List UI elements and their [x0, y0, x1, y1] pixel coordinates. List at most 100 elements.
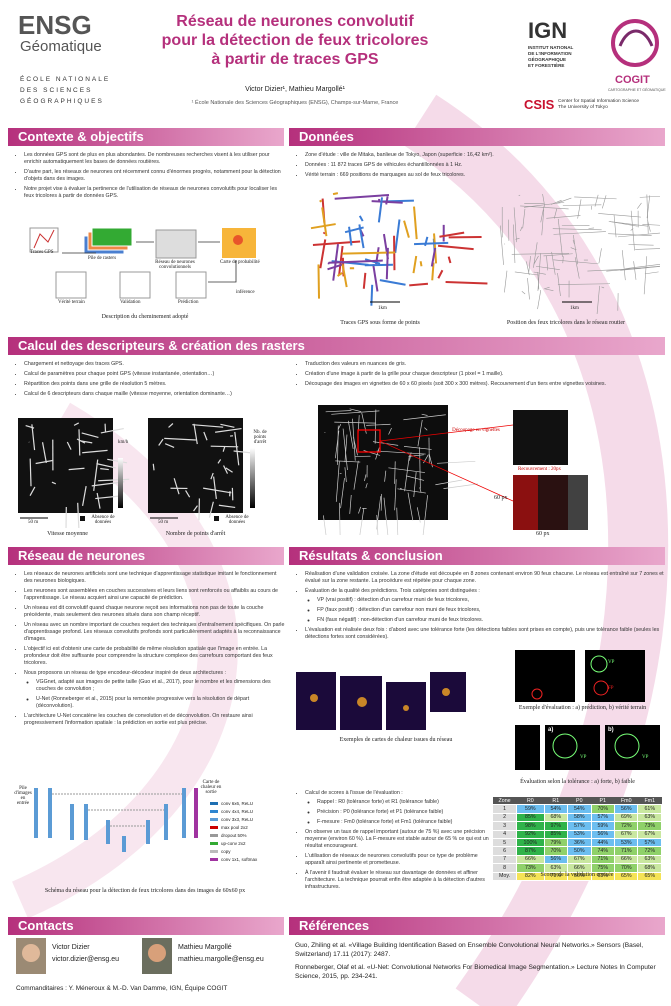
table-cell: 73%: [637, 821, 662, 831]
decor-line: [397, 488, 426, 494]
decor-line: [375, 447, 380, 460]
decor-line: [358, 506, 361, 514]
decor-line: [384, 470, 387, 482]
decor-line: [383, 497, 389, 535]
decor-line: [222, 446, 226, 452]
decor-line: [81, 432, 99, 439]
bullet: Les réseaux de neurones artificiels sont…: [24, 571, 286, 585]
decor-line: [385, 247, 389, 280]
ign-logo: IGN: [528, 18, 568, 43]
bullet: Les données GPS sont de plus en plus abo…: [24, 152, 286, 166]
decor-line: [208, 501, 214, 518]
header-cell: R0: [516, 797, 545, 805]
decor-line: [379, 279, 406, 286]
decor-line: [335, 461, 340, 502]
decor-line: [203, 431, 208, 441]
decor-line: [185, 490, 191, 498]
decor-line: [435, 479, 463, 486]
table-cell: 85%: [516, 812, 545, 823]
decor-line: [409, 282, 429, 287]
decor-line: [596, 285, 600, 314]
decor-line: [512, 224, 516, 263]
legend-item: conv 4x4, ReLU: [210, 808, 257, 816]
decor-line: [407, 492, 414, 521]
decor-line: [408, 454, 424, 457]
photos: [16, 938, 172, 974]
decor-line: [335, 460, 361, 463]
table-cell: 70%: [613, 863, 639, 873]
output-label: Carte de chaleur en sortie: [200, 780, 222, 795]
contact-email: victor.dizier@ensg.eu: [52, 956, 120, 963]
decor-line: [598, 213, 642, 218]
decor-line: [406, 475, 425, 481]
decor-line: [403, 414, 446, 421]
decor-line: [353, 460, 359, 490]
bullet: Données : 11 872 traces GPS de véhicules…: [305, 162, 667, 169]
table-row: 7 66% 56% 67% 71% 66% 63%: [491, 854, 662, 865]
table-cell: 92%: [516, 829, 545, 839]
scale-label: 50 m: [158, 520, 169, 525]
decor-line: [376, 514, 379, 535]
decor-line: [328, 259, 383, 264]
legend-label: conv 3x3, ReLU: [221, 817, 254, 822]
table-cell: 100%: [516, 837, 545, 848]
table-cell: 66%: [516, 854, 545, 865]
cogit-sub: CARTOGRAPHIE ET GÉOMATIQUE: [608, 88, 666, 92]
sub-bullet: F-mesure : Fm0 (tolérance forte) et Fm1 …: [317, 819, 495, 826]
decor-line: [77, 502, 80, 528]
table-cell: 66%: [613, 854, 639, 865]
decor-line: [364, 263, 393, 267]
bullet: Nous proposons un réseau de type encodeu…: [24, 670, 286, 710]
px-label: 60 px: [494, 495, 508, 501]
fig-label: Prédiction: [178, 300, 199, 305]
evaluation-examples: [515, 650, 660, 770]
decor-line: [572, 239, 575, 244]
table-cell: 6: [491, 846, 518, 856]
bullet: On observe un taux de rappel important (…: [305, 829, 495, 850]
decor-line: [606, 267, 648, 272]
decor-line: [437, 460, 476, 464]
legend-swatch: [210, 818, 218, 822]
decor-line: [322, 231, 326, 235]
vp-label: VP: [608, 660, 615, 665]
decor-line: [637, 202, 642, 209]
decor-line: [370, 284, 374, 306]
table-cell: 8: [491, 863, 518, 873]
panel-label: a): [518, 652, 524, 658]
decor-line: [372, 264, 379, 292]
decor-line: [424, 427, 428, 431]
bullet: Calcul de paramètres pour chaque point G…: [24, 371, 294, 378]
table-cell: 72%: [637, 846, 662, 856]
table-cell: 70%: [590, 804, 616, 814]
decor-line: [608, 233, 652, 237]
title-line: Réseau de neurones convolutif: [176, 13, 414, 30]
decor-line: [193, 423, 198, 445]
decor-line: [213, 476, 217, 500]
decor-line: [546, 215, 581, 219]
decor-line: [68, 467, 85, 471]
table-cell: 98%: [516, 821, 545, 831]
bullet-list: Réalisation d'une validation croisée. La…: [295, 571, 667, 644]
decor-line: [499, 225, 504, 265]
csis-line: The University of Tokyo: [558, 105, 608, 110]
decor-line: [374, 409, 377, 444]
decor-line: [347, 420, 354, 450]
table-cell: 72%: [613, 821, 639, 831]
legend-item: max pool 2x2: [210, 824, 257, 832]
bullet: Découpage des images en vignettes de 60 …: [305, 381, 667, 388]
table-row: 2 85% 68% 58% 57% 69% 63%: [491, 812, 662, 823]
decor-line: [394, 461, 396, 484]
decor-line: [366, 423, 391, 426]
decor-line: [158, 438, 164, 446]
bullet: Vérité terrain : 669 positions de marqua…: [305, 172, 667, 179]
decor-line: [385, 196, 389, 205]
title-line: à partir de traces GPS: [211, 51, 379, 68]
decor-line: [164, 437, 196, 441]
table-cell: 57%: [567, 821, 592, 831]
table-cell: 63%: [637, 854, 662, 865]
table-row: 5 100% 79% 36% 44% 53% 57%: [491, 837, 662, 848]
decor-line: [217, 459, 222, 464]
decor-line: [365, 483, 368, 489]
sub-bullet: Rappel : R0 (tolérance forte) et R1 (tol…: [317, 799, 495, 806]
input-label: Pile d'images en entrée: [14, 786, 32, 806]
